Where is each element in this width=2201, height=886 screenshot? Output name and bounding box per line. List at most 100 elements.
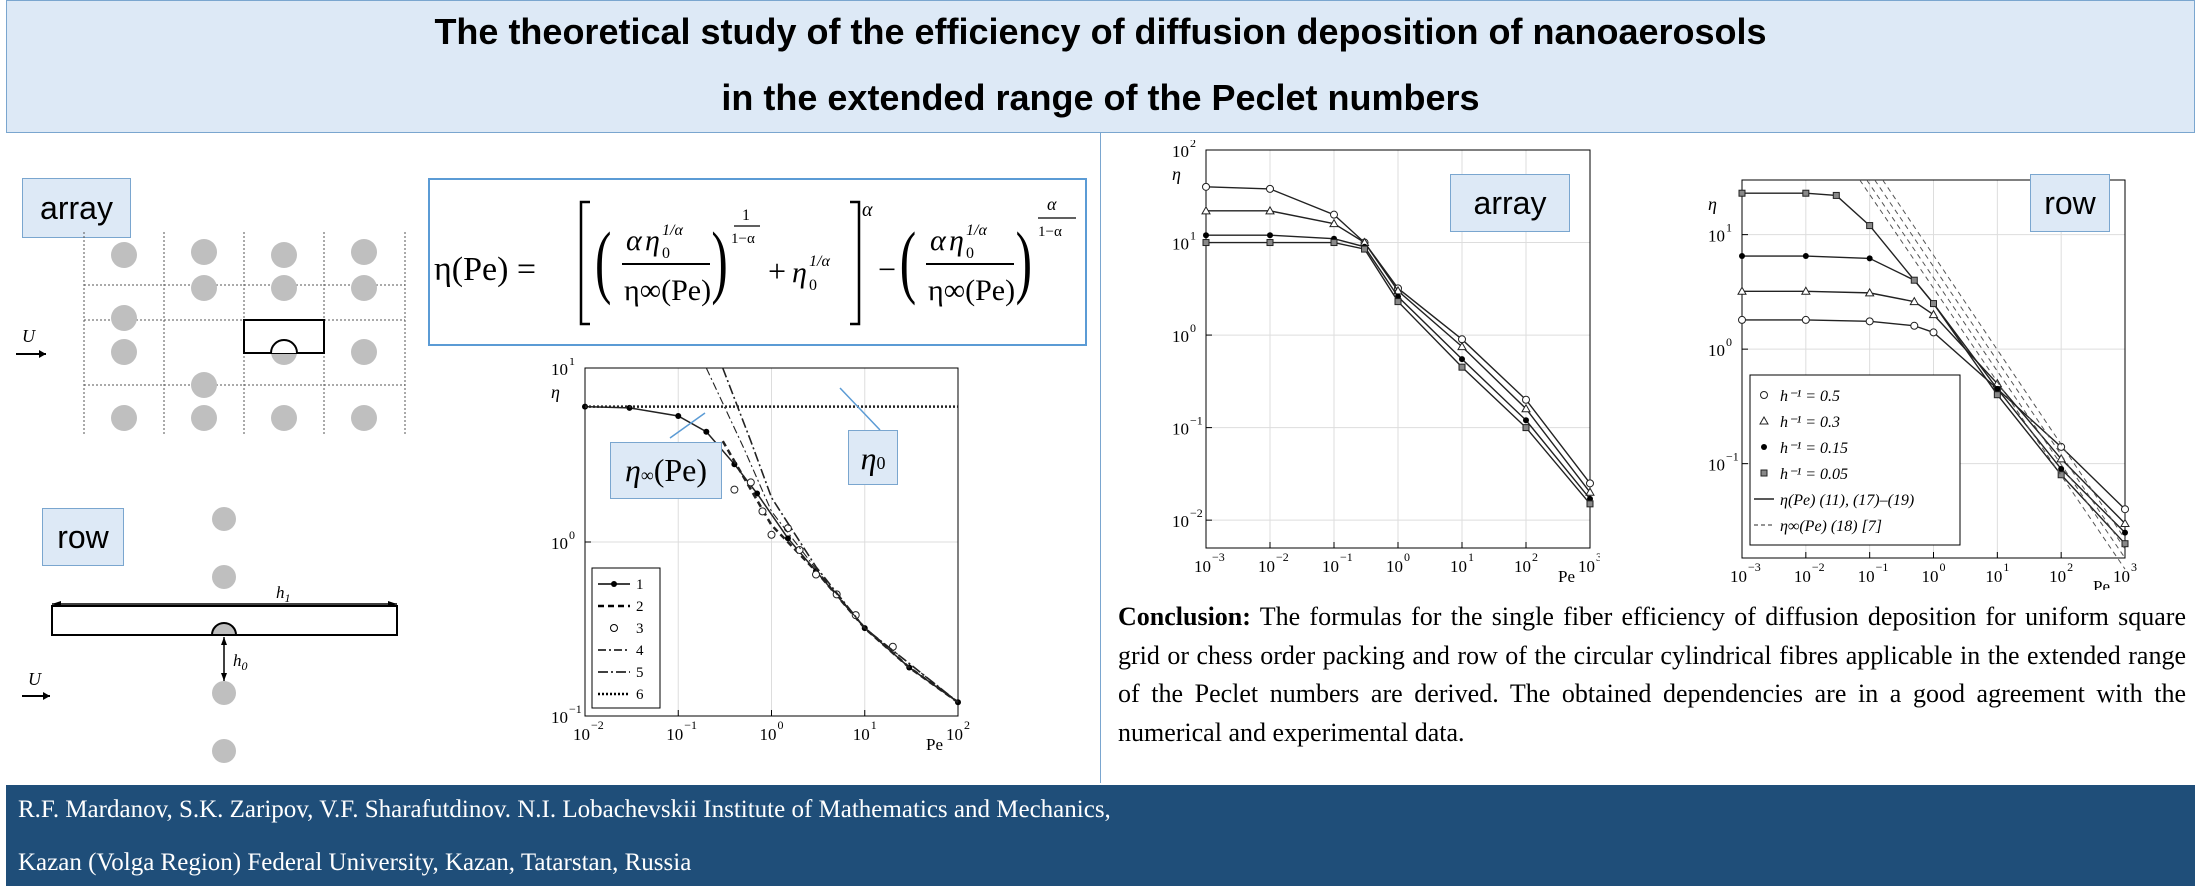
- x-tick-label: 10: [1514, 557, 1531, 576]
- legend-label: h⁻¹ = 0.5: [1780, 388, 1840, 405]
- y-tick-label: 10: [1172, 512, 1189, 531]
- x-tick-exponent: −1: [1340, 550, 1353, 564]
- x-tick-exponent: 2: [964, 718, 970, 732]
- array-tag: array: [22, 178, 131, 238]
- footer-affiliation: Kazan (Volga Region) Federal University,…: [18, 849, 692, 876]
- data-point: [1203, 232, 1209, 239]
- y-tick-exponent: −1: [569, 702, 582, 716]
- conclusion-body: The formulas for the single fiber effici…: [1118, 602, 2186, 747]
- x-tick-label: 10: [1922, 567, 1939, 586]
- x-tick-label: 10: [760, 725, 777, 744]
- series-line: [1742, 290, 2126, 525]
- data-point: [1801, 315, 1810, 324]
- svg-text:0: 0: [966, 245, 974, 262]
- legend-label: 6: [636, 687, 644, 703]
- data-point: [1802, 189, 1810, 197]
- data-point: [1201, 205, 1211, 215]
- eta0-callout: η0: [848, 430, 898, 485]
- legend-marker: [1760, 391, 1768, 399]
- eta-inf-callout: η∞(Pe): [610, 442, 722, 499]
- svg-text:1/α: 1/α: [966, 222, 987, 239]
- series-line: [1206, 234, 1591, 500]
- data-point: [1586, 500, 1594, 508]
- svg-text:1/α: 1/α: [662, 222, 683, 239]
- callout-arrow: [669, 412, 706, 439]
- data-point: [1930, 300, 1937, 308]
- svg-text:η: η: [792, 256, 807, 289]
- y-tick-exponent: 1: [1190, 229, 1196, 243]
- legend-label: h⁻¹ = 0.15: [1780, 440, 1848, 457]
- x-axis-label: Pe: [926, 735, 943, 754]
- data-point: [1929, 328, 1938, 337]
- data-point: [811, 570, 820, 579]
- x-tick-exponent: 2: [2067, 560, 2073, 574]
- x-tick-label: 10: [946, 725, 963, 744]
- svg-text:α: α: [1047, 194, 1057, 214]
- data-point: [1202, 182, 1210, 191]
- data-point: [2057, 471, 2065, 479]
- x-tick-exponent: −3: [1212, 550, 1225, 564]
- x-tick-label: 10: [1258, 557, 1275, 576]
- array-schematic: U: [16, 232, 406, 435]
- x-tick-label: 10: [666, 725, 683, 744]
- svg-text:): ): [711, 215, 727, 306]
- legend-marker: [1759, 415, 1769, 425]
- y-tick-exponent: −1: [1726, 450, 1739, 464]
- data-point: [730, 485, 739, 494]
- asymptote-line: [1866, 179, 2126, 559]
- x-tick-exponent: 0: [1940, 560, 1946, 574]
- data-point: [675, 412, 682, 419]
- data-point: [1329, 218, 1339, 228]
- legend-label: 5: [636, 665, 644, 681]
- y-axis-label: η: [551, 382, 560, 402]
- x-tick-exponent: −2: [591, 718, 604, 732]
- legend-marker: [610, 624, 618, 632]
- x-tick-exponent: 0: [1404, 550, 1410, 564]
- x-axis-label: Pe: [1558, 567, 1575, 586]
- asymptote-line: [1874, 179, 2126, 550]
- legend-label: η∞(Pe) (18) [7]: [1780, 518, 1882, 535]
- data-point: [2122, 529, 2128, 536]
- data-point: [703, 428, 710, 435]
- svg-text:α: α: [626, 224, 643, 257]
- legend-label: 4: [636, 643, 644, 659]
- data-point: [1739, 253, 1745, 260]
- series-line: [1742, 319, 2126, 510]
- data-point: [1864, 287, 1875, 297]
- x-tick-exponent: 2: [1532, 550, 1538, 564]
- title-line-1: The theoretical study of the efficiency …: [434, 11, 1767, 52]
- y-tick-label: 10: [1172, 420, 1189, 439]
- row-chart-tag: row: [2030, 174, 2110, 232]
- data-point: [1802, 253, 1809, 260]
- x-tick-exponent: −1: [684, 718, 697, 732]
- x-tick-label: 10: [1450, 557, 1467, 576]
- data-point: [767, 530, 776, 539]
- data-point: [2120, 518, 2130, 528]
- y-tick-exponent: 0: [1190, 321, 1196, 335]
- y-tick-label: 10: [551, 360, 568, 379]
- svg-text:η: η: [645, 224, 660, 257]
- x-tick-label: 10: [2113, 567, 2130, 586]
- series-line: [1206, 241, 1591, 505]
- data-point: [1832, 191, 1840, 199]
- svg-text:η: η: [949, 224, 964, 257]
- data-point: [1457, 341, 1467, 351]
- data-point: [1266, 239, 1274, 247]
- data-point: [1587, 495, 1593, 502]
- x-tick-label: 10: [1322, 557, 1339, 576]
- legend-box: [591, 567, 661, 709]
- row-tag: row: [42, 508, 124, 566]
- svg-text:1: 1: [742, 207, 750, 224]
- x-tick-label: 10: [853, 725, 870, 744]
- asymptote-line: [1882, 179, 2126, 540]
- legend-label: 3: [636, 621, 644, 637]
- data-point: [1910, 276, 1918, 284]
- series-line: [721, 367, 959, 703]
- y-tick-label: 10: [1708, 341, 1725, 360]
- title-line-2: in the extended range of the Peclet numb…: [721, 77, 1480, 118]
- y-tick-exponent: −2: [1190, 506, 1203, 520]
- data-point: [2058, 465, 2065, 472]
- data-point: [1737, 286, 1747, 295]
